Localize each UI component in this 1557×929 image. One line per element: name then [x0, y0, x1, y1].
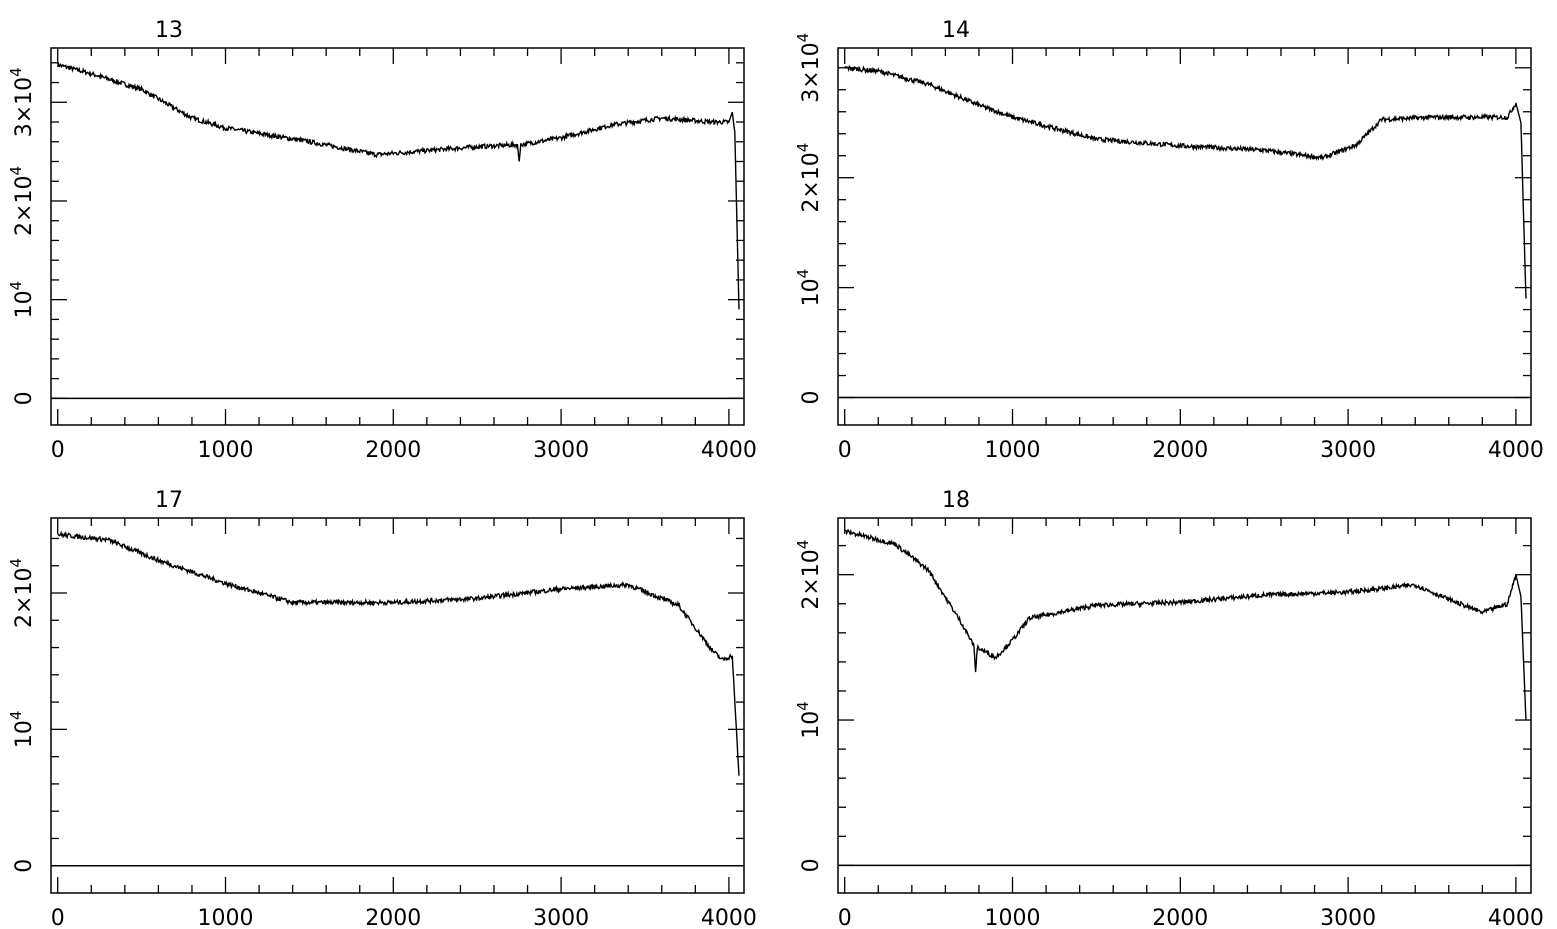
y-tick-mantissa: 2×10 [799, 549, 824, 609]
x-tick-label: 1000 [985, 438, 1041, 463]
y-tick-mantissa: 3×10 [799, 42, 824, 102]
y-tick-label: 104 [7, 711, 37, 749]
panel-title: 13 [155, 18, 183, 43]
y-tick-mantissa: 10 [12, 720, 37, 748]
y-tick-mantissa: 2×10 [12, 176, 37, 236]
x-tick-label: 0 [838, 906, 852, 929]
data-line [844, 65, 1527, 299]
y-tick-mantissa: 10 [799, 278, 824, 306]
y-tick-label: 0 [799, 391, 824, 405]
plot-frame [837, 47, 1532, 426]
y-tick-mantissa: 0 [12, 391, 37, 405]
data-line [844, 528, 1527, 721]
y-tick-exponent: 4 [7, 166, 25, 176]
x-tick-label: 3000 [533, 438, 589, 463]
x-tick-label: 4000 [1488, 906, 1544, 929]
x-tick-label: 4000 [701, 438, 757, 463]
y-tick-label: 104 [7, 281, 37, 319]
x-tick-label: 0 [51, 906, 65, 929]
x-tick-label: 1000 [198, 906, 254, 929]
y-tick-exponent: 4 [794, 701, 812, 711]
x-tick-label: 2000 [365, 438, 421, 463]
x-tick-label: 2000 [1152, 906, 1208, 929]
y-tick-exponent: 4 [7, 281, 25, 291]
y-tick-mantissa: 2×10 [12, 568, 37, 628]
panel-title: 14 [942, 18, 970, 43]
y-tick-label: 2×104 [7, 166, 37, 236]
x-tick-label: 0 [51, 438, 65, 463]
x-tick-label: 1000 [985, 906, 1041, 929]
y-tick-exponent: 4 [794, 269, 812, 279]
y-tick-mantissa: 0 [12, 859, 37, 873]
y-tick-mantissa: 3×10 [12, 77, 37, 137]
y-tick-label: 104 [794, 269, 824, 307]
x-tick-label: 2000 [365, 906, 421, 929]
x-tick-label: 3000 [1320, 438, 1376, 463]
y-tick-exponent: 4 [7, 558, 25, 568]
data-line [57, 530, 740, 776]
x-tick-label: 2000 [1152, 438, 1208, 463]
y-tick-label: 0 [799, 858, 824, 872]
y-tick-label: 0 [12, 391, 37, 405]
y-tick-label: 2×104 [794, 540, 824, 610]
y-tick-mantissa: 0 [799, 858, 824, 872]
y-tick-exponent: 4 [794, 33, 812, 43]
data-line [57, 62, 740, 310]
panel-title: 17 [155, 488, 183, 513]
x-tick-label: 3000 [533, 906, 589, 929]
y-tick-exponent: 4 [7, 711, 25, 721]
y-tick-label: 3×104 [794, 33, 824, 103]
y-tick-exponent: 4 [7, 67, 25, 77]
plot-frame [50, 47, 745, 426]
y-tick-exponent: 4 [794, 540, 812, 550]
y-tick-label: 104 [794, 701, 824, 739]
plot-frame [50, 517, 745, 894]
x-tick-label: 0 [838, 438, 852, 463]
y-tick-label: 0 [12, 859, 37, 873]
y-tick-label: 2×104 [7, 558, 37, 628]
x-tick-label: 4000 [1488, 438, 1544, 463]
y-tick-label: 3×104 [7, 67, 37, 137]
y-tick-mantissa: 10 [799, 711, 824, 739]
plot-frame [837, 517, 1532, 894]
y-tick-mantissa: 0 [799, 391, 824, 405]
panel-title: 18 [942, 488, 970, 513]
x-tick-label: 3000 [1320, 906, 1376, 929]
y-tick-label: 2×104 [794, 143, 824, 213]
x-tick-label: 4000 [701, 906, 757, 929]
x-tick-label: 1000 [198, 438, 254, 463]
y-tick-mantissa: 2×10 [799, 152, 824, 212]
y-tick-exponent: 4 [794, 143, 812, 153]
y-tick-mantissa: 10 [12, 290, 37, 318]
